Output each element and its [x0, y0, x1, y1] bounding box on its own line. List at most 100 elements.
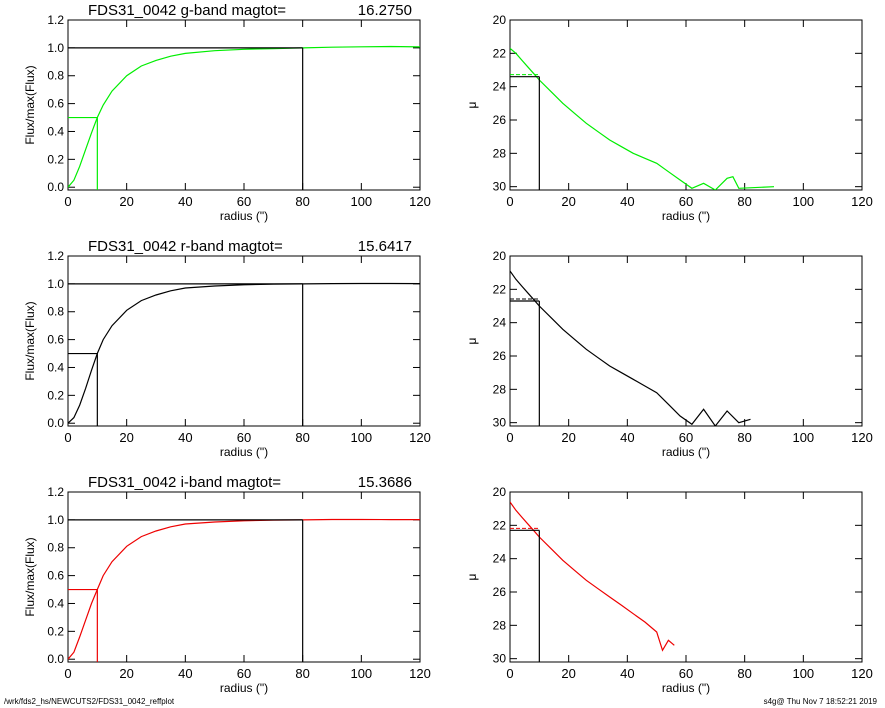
y-tick-label: 1.2	[47, 13, 64, 27]
x-tick-label: 60	[237, 194, 251, 209]
plot-frame	[509, 491, 863, 663]
x-tick-label: 20	[119, 666, 133, 681]
y-tick-label: 26	[493, 585, 507, 599]
y-tick-label: 22	[493, 282, 507, 296]
y-axis-label: Flux/max(Flux)	[23, 65, 37, 144]
x-axis-label: radius (")	[662, 445, 710, 459]
y-tick-label: 20	[493, 249, 507, 263]
y-tick-label: 1.0	[47, 513, 64, 527]
y-tick-label: 0.0	[47, 416, 64, 430]
x-tick-label: 0	[506, 194, 513, 209]
x-tick-label: 80	[737, 666, 751, 681]
x-tick-label: 60	[679, 194, 693, 209]
y-tick-label: 0.4	[47, 124, 64, 138]
x-tick-label: 0	[506, 666, 513, 681]
data-series-line	[510, 270, 751, 426]
x-tick-label: 40	[620, 666, 634, 681]
panel-i-profile: 0 20 40 60 80 100 120 20 22 24 26 28 30 radius (") μ	[465, 485, 873, 695]
x-tick-label: 80	[295, 666, 309, 681]
y-tick-label: 0.0	[47, 652, 64, 666]
plot-frame	[509, 255, 863, 427]
x-tick-label: 100	[350, 666, 372, 681]
x-tick-label: 120	[851, 194, 873, 209]
y-tick-label: 28	[493, 146, 507, 160]
plot-frame	[509, 19, 863, 191]
y-tick-label: 20	[493, 13, 507, 27]
y-tick-label: 26	[493, 113, 507, 127]
y-tick-label: 1.2	[47, 485, 64, 499]
x-tick-label: 40	[620, 430, 634, 445]
panel-g-profile: 0 20 40 60 80 100 120 20 22 24 26 28 30 radius (") μ	[465, 13, 873, 223]
x-tick-label: 60	[679, 666, 693, 681]
x-tick-label: 0	[64, 430, 71, 445]
y-axis-label: μ	[465, 337, 479, 344]
x-tick-label: 60	[237, 430, 251, 445]
y-tick-label: 30	[493, 180, 507, 194]
x-tick-label: 80	[737, 430, 751, 445]
y-tick-label: 0.4	[47, 596, 64, 610]
y-tick-label: 1.2	[47, 249, 64, 263]
y-tick-label: 0.0	[47, 180, 64, 194]
panel-r-growth: 0 20 40 60 80 100 120 0.0 0.2 0.4 0.6 0.8 1.0 1.2 radi…	[23, 238, 431, 459]
x-tick-label: 80	[295, 430, 309, 445]
x-tick-label: 100	[350, 430, 372, 445]
x-axis-label: radius (")	[220, 681, 268, 695]
x-tick-label: 100	[350, 194, 372, 209]
y-tick-label: 0.4	[47, 360, 64, 374]
x-axis-label: radius (")	[662, 681, 710, 695]
x-axis-label: radius (")	[662, 209, 710, 223]
x-tick-label: 120	[409, 194, 431, 209]
data-series-line	[68, 282, 420, 424]
y-tick-label: 28	[493, 382, 507, 396]
y-tick-label: 24	[493, 80, 507, 94]
y-tick-label: 22	[493, 518, 507, 532]
panel-i-growth: 0 20 40 60 80 100 120 0.0 0.2 0.4 0.6 0.8 1.0 1.2 radi…	[23, 474, 431, 695]
x-tick-label: 40	[178, 430, 192, 445]
x-tick-label: 20	[561, 430, 575, 445]
x-tick-label: 120	[851, 666, 873, 681]
x-tick-label: 100	[792, 430, 814, 445]
y-tick-label: 0.6	[47, 333, 64, 347]
panel-title-value: 16.2750	[358, 2, 412, 19]
x-tick-label: 40	[178, 666, 192, 681]
x-tick-label: 0	[64, 666, 71, 681]
x-tick-label: 120	[409, 430, 431, 445]
x-tick-label: 100	[792, 194, 814, 209]
plot-frame	[67, 19, 421, 191]
panel-title-value: 15.3686	[358, 474, 412, 491]
y-tick-label: 30	[493, 416, 507, 430]
y-tick-label: 0.8	[47, 541, 64, 555]
x-tick-label: 0	[506, 430, 513, 445]
y-tick-label: 0.8	[47, 305, 64, 319]
x-tick-label: 80	[737, 194, 751, 209]
data-series-line	[510, 501, 675, 652]
x-tick-label: 0	[64, 194, 71, 209]
y-tick-label: 0.8	[47, 69, 64, 83]
y-tick-label: 0.6	[47, 569, 64, 583]
panel-title: FDS31_0042 g-band magtot=	[88, 2, 286, 19]
panel-g-growth: 0 20 40 60 80 100 120 0.0 0.2 0.4 0.6 0.8 1.0 1.2 radi…	[23, 2, 431, 223]
panel-title: FDS31_0042 r-band magtot=	[88, 238, 283, 255]
y-tick-label: 20	[493, 485, 507, 499]
x-axis-label: radius (")	[220, 445, 268, 459]
x-tick-label: 120	[409, 666, 431, 681]
y-axis-label: Flux/max(Flux)	[23, 301, 37, 380]
y-tick-label: 26	[493, 349, 507, 363]
y-tick-label: 1.0	[47, 277, 64, 291]
x-tick-label: 120	[851, 430, 873, 445]
plot-frame	[67, 255, 421, 427]
y-axis-label: μ	[465, 101, 479, 108]
y-tick-label: 0.2	[47, 624, 64, 638]
y-tick-label: 24	[493, 316, 507, 330]
panel-title: FDS31_0042 i-band magtot=	[88, 474, 281, 491]
x-tick-label: 20	[119, 194, 133, 209]
data-series-line	[68, 45, 420, 188]
plot-frame	[67, 491, 421, 663]
x-tick-label: 40	[178, 194, 192, 209]
x-tick-label: 60	[237, 666, 251, 681]
panel-r-profile: 0 20 40 60 80 100 120 20 22 24 26 28 30 radius (") μ	[465, 249, 873, 459]
y-tick-label: 1.0	[47, 41, 64, 55]
x-tick-label: 20	[119, 430, 133, 445]
x-tick-label: 20	[561, 194, 575, 209]
